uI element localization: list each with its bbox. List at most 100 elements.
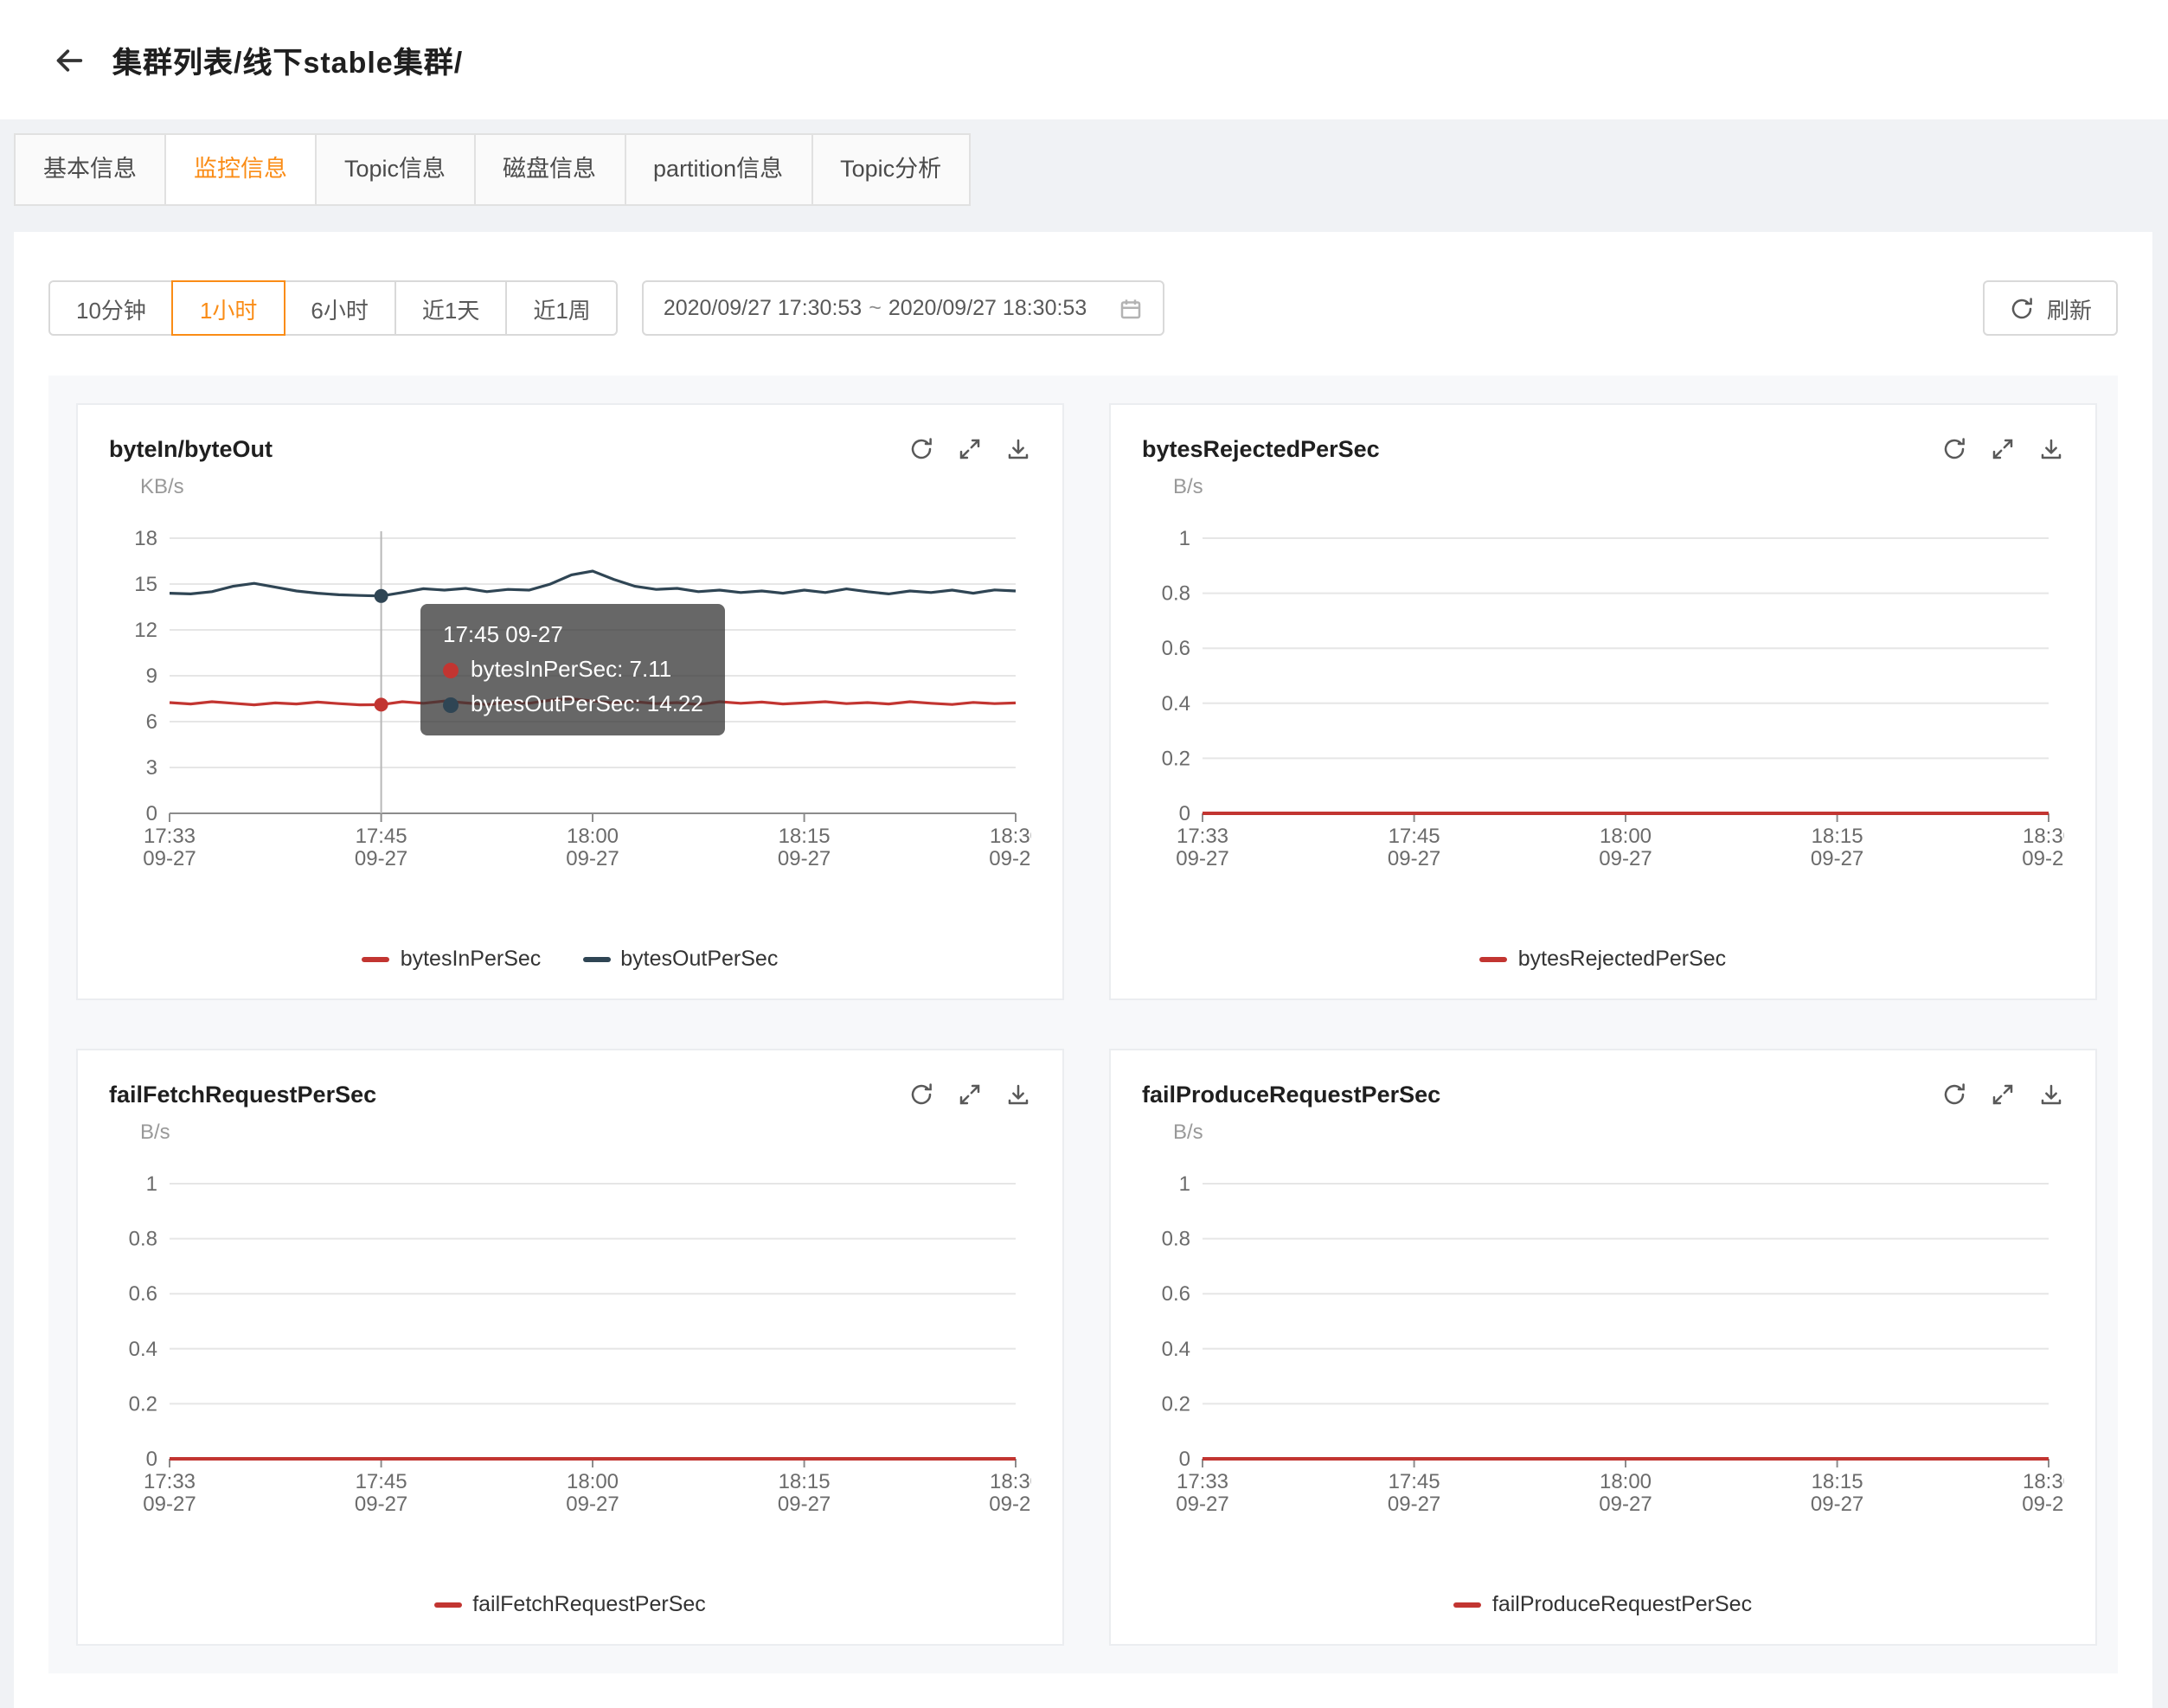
- svg-text:1: 1: [146, 1172, 157, 1196]
- chart-legend: failProduceRequestPerSec: [1142, 1589, 2064, 1620]
- svg-text:09-27: 09-27: [778, 1493, 831, 1516]
- legend-label: bytesOutPerSec: [620, 947, 779, 971]
- chart-plot[interactable]: B/s00.20.40.60.8117:3309-2717:4509-2718:…: [109, 1114, 1042, 1521]
- download-icon[interactable]: [1005, 1081, 1031, 1107]
- legend-item-failProduceRequestPerSec[interactable]: failProduceRequestPerSec: [1453, 1592, 1752, 1616]
- svg-text:18:15: 18:15: [1812, 825, 1863, 848]
- fullscreen-icon[interactable]: [957, 1081, 983, 1107]
- svg-text:09-27: 09-27: [1388, 1493, 1440, 1516]
- charts-container: byteIn/byteOut KB/s 0 3 6 9 12 15 18 17:33 09-27 17…: [48, 376, 2118, 1673]
- svg-text:0.6: 0.6: [129, 1282, 157, 1306]
- svg-text:09-27: 09-27: [2022, 1493, 2064, 1516]
- svg-text:1: 1: [1179, 1172, 1190, 1196]
- chart-plot[interactable]: B/s00.20.40.60.8117:3309-2717:4509-2718:…: [1142, 1114, 2075, 1521]
- svg-text:12: 12: [134, 619, 157, 642]
- svg-text:B/s: B/s: [1173, 475, 1203, 498]
- svg-text:KB/s: KB/s: [140, 475, 184, 498]
- legend-item-failFetchRequestPerSec[interactable]: failFetchRequestPerSec: [434, 1592, 706, 1616]
- svg-text:9: 9: [146, 665, 157, 688]
- svg-text:09-27: 09-27: [1599, 1493, 1652, 1516]
- range-button-0[interactable]: 10分钟: [48, 280, 174, 336]
- chart-plot[interactable]: KB/s036912151817:3309-2717:4509-2718:000…: [109, 469, 1042, 876]
- range-button-1[interactable]: 1小时: [171, 280, 285, 336]
- chart-head: failFetchRequestPerSec: [109, 1076, 1031, 1111]
- legend-line-icon: [582, 956, 611, 961]
- svg-text:0.4: 0.4: [129, 1338, 157, 1361]
- range-button-3[interactable]: 近1天: [394, 280, 508, 336]
- range-button-2[interactable]: 6小时: [283, 280, 396, 336]
- tab-3[interactable]: 磁盘信息: [473, 133, 626, 206]
- svg-text:09-27: 09-27: [143, 1493, 196, 1516]
- main-panel: 10分钟 1小时 6小时 近1天 近1周 2020/09/27 17:30:53 ~ 2…: [14, 232, 2152, 1708]
- tab-4[interactable]: partition信息: [624, 133, 813, 206]
- svg-text:09-27: 09-27: [778, 847, 831, 870]
- chart-card-byteIn-byteOut: byteIn/byteOut KB/s 0 3 6 9 12 15 18 17:33 09-27 17…: [76, 403, 1064, 1000]
- svg-text:17:33: 17:33: [1177, 1470, 1228, 1493]
- svg-text:09-27: 09-27: [1388, 847, 1440, 870]
- chart-card-failFetchRequestPerSec: failFetchRequestPerSec B/s 0 0.2 0.4 0.6 0.8 1 1…: [76, 1049, 1064, 1646]
- reload-icon[interactable]: [908, 1081, 934, 1107]
- svg-text:09-27: 09-27: [355, 847, 407, 870]
- legend-item-bytesInPerSec[interactable]: bytesInPerSec: [362, 947, 541, 971]
- svg-text:0: 0: [146, 802, 157, 825]
- svg-text:09-27: 09-27: [1176, 847, 1228, 870]
- legend-line-icon: [1453, 1602, 1482, 1607]
- svg-text:17:33: 17:33: [144, 825, 196, 848]
- svg-text:09-27: 09-27: [355, 1493, 407, 1516]
- date-range-picker[interactable]: 2020/09/27 17:30:53 ~ 2020/09/27 18:30:5…: [642, 280, 1165, 336]
- chart-area: KB/s 0 3 6 9 12 15 18 17:33 09-27 17:45 09-27 18:00 0…: [109, 469, 1042, 884]
- range-button-group: 10分钟 1小时 6小时 近1天 近1周: [48, 280, 619, 336]
- svg-text:0: 0: [1179, 1448, 1190, 1471]
- chart-toolbar: [908, 1081, 1031, 1107]
- legend-line-icon: [362, 956, 390, 961]
- tab-2[interactable]: Topic信息: [315, 133, 476, 206]
- chart-title: byteIn/byteOut: [109, 435, 273, 461]
- download-icon[interactable]: [2038, 435, 2064, 461]
- chart-legend: bytesRejectedPerSec: [1142, 943, 2064, 974]
- fullscreen-icon[interactable]: [1990, 435, 2016, 461]
- svg-text:18:00: 18:00: [567, 825, 619, 848]
- svg-text:17:45: 17:45: [356, 1470, 407, 1493]
- legend-item-bytesOutPerSec[interactable]: bytesOutPerSec: [582, 947, 778, 971]
- range-button-4[interactable]: 近1周: [505, 280, 619, 336]
- date-separator: ~: [869, 296, 882, 320]
- chart-title: bytesRejectedPerSec: [1142, 435, 1380, 461]
- svg-text:18:00: 18:00: [1600, 1470, 1652, 1493]
- legend-line-icon: [1479, 956, 1508, 961]
- chart-toolbar: [908, 435, 1031, 461]
- fullscreen-icon[interactable]: [957, 435, 983, 461]
- svg-text:09-27: 09-27: [1811, 1493, 1863, 1516]
- tab-0[interactable]: 基本信息: [14, 133, 166, 206]
- refresh-label: 刷新: [2046, 297, 2092, 323]
- svg-text:09-27: 09-27: [566, 1493, 619, 1516]
- arrow-left-icon: [56, 48, 83, 71]
- chart-toolbar: [1941, 435, 2064, 461]
- legend-label: bytesRejectedPerSec: [1517, 947, 1727, 971]
- reload-icon[interactable]: [1941, 435, 1967, 461]
- breadcrumb: 集群列表/线下stable集群/: [112, 47, 464, 80]
- chart-plot[interactable]: B/s00.20.40.60.8117:3309-2717:4509-2718:…: [1142, 469, 2075, 876]
- svg-text:17:45: 17:45: [1389, 825, 1440, 848]
- chart-title: failProduceRequestPerSec: [1142, 1081, 1441, 1107]
- reload-icon[interactable]: [1941, 1081, 1967, 1107]
- back-button[interactable]: [52, 42, 87, 77]
- legend-item-bytesRejectedPerSec[interactable]: bytesRejectedPerSec: [1479, 947, 1727, 971]
- svg-text:18:30: 18:30: [2023, 825, 2064, 848]
- svg-text:18:15: 18:15: [779, 1470, 831, 1493]
- download-icon[interactable]: [2038, 1081, 2064, 1107]
- chart-area: B/s 0 0.2 0.4 0.6 0.8 1 17:33 09-27 17:45 09-27 18:…: [109, 1114, 1042, 1530]
- svg-text:18:30: 18:30: [990, 825, 1031, 848]
- charts-grid: byteIn/byteOut KB/s 0 3 6 9 12 15 18 17:33 09-27 17…: [76, 403, 2097, 1646]
- svg-text:18:00: 18:00: [1600, 825, 1652, 848]
- svg-text:17:33: 17:33: [1177, 825, 1228, 848]
- download-icon[interactable]: [1005, 435, 1031, 461]
- tab-5[interactable]: Topic分析: [811, 133, 972, 206]
- svg-text:18:30: 18:30: [2023, 1470, 2064, 1493]
- refresh-button[interactable]: 刷新: [1982, 280, 2118, 336]
- fullscreen-icon[interactable]: [1990, 1081, 2016, 1107]
- chart-toolbar: [1941, 1081, 2064, 1107]
- reload-icon[interactable]: [908, 435, 934, 461]
- svg-text:18:15: 18:15: [779, 825, 831, 848]
- tab-1[interactable]: 监控信息: [164, 133, 317, 206]
- tab-bar: 基本信息 监控信息 Topic信息 磁盘信息 partition信息 Topic分析: [14, 133, 2168, 206]
